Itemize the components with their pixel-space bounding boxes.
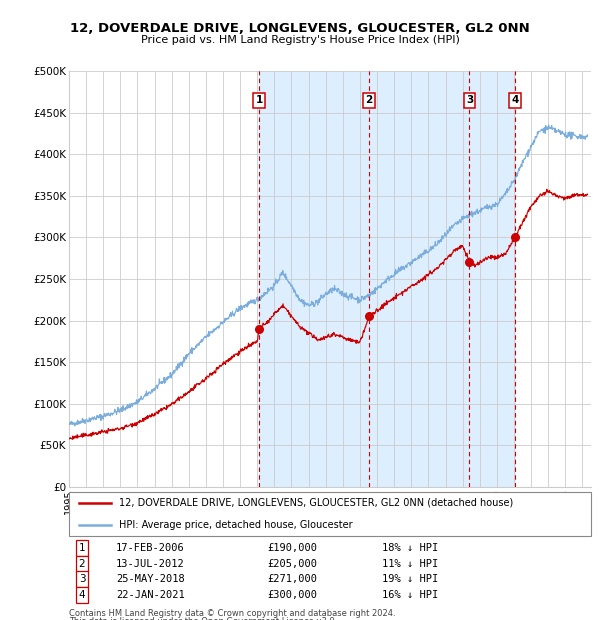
Text: 1: 1	[256, 95, 263, 105]
Text: 12, DOVERDALE DRIVE, LONGLEVENS, GLOUCESTER, GL2 0NN (detached house): 12, DOVERDALE DRIVE, LONGLEVENS, GLOUCES…	[119, 498, 513, 508]
FancyBboxPatch shape	[69, 492, 591, 536]
Text: 17-FEB-2006: 17-FEB-2006	[116, 543, 185, 554]
Bar	[259, 71, 515, 487]
Text: £190,000: £190,000	[268, 543, 317, 554]
Text: 22-JAN-2021: 22-JAN-2021	[116, 590, 185, 600]
Text: Price paid vs. HM Land Registry's House Price Index (HPI): Price paid vs. HM Land Registry's House …	[140, 35, 460, 45]
Text: 11% ↓ HPI: 11% ↓ HPI	[382, 559, 439, 569]
Text: 4: 4	[79, 590, 85, 600]
Text: Contains HM Land Registry data © Crown copyright and database right 2024.: Contains HM Land Registry data © Crown c…	[69, 609, 395, 618]
Text: This data is licensed under the Open Government Licence v3.0.: This data is licensed under the Open Gov…	[69, 617, 337, 620]
Text: 1: 1	[79, 543, 85, 554]
Text: 2: 2	[365, 95, 373, 105]
Text: 13-JUL-2012: 13-JUL-2012	[116, 559, 185, 569]
Text: £300,000: £300,000	[268, 590, 317, 600]
Text: 18% ↓ HPI: 18% ↓ HPI	[382, 543, 439, 554]
Text: 12, DOVERDALE DRIVE, LONGLEVENS, GLOUCESTER, GL2 0NN: 12, DOVERDALE DRIVE, LONGLEVENS, GLOUCES…	[70, 22, 530, 35]
Text: 25-MAY-2018: 25-MAY-2018	[116, 574, 185, 585]
Text: £205,000: £205,000	[268, 559, 317, 569]
Text: 19% ↓ HPI: 19% ↓ HPI	[382, 574, 439, 585]
Text: £271,000: £271,000	[268, 574, 317, 585]
Text: HPI: Average price, detached house, Gloucester: HPI: Average price, detached house, Glou…	[119, 520, 352, 530]
Text: 3: 3	[79, 574, 85, 585]
Text: 3: 3	[466, 95, 473, 105]
Text: 2: 2	[79, 559, 85, 569]
Text: 16% ↓ HPI: 16% ↓ HPI	[382, 590, 439, 600]
Text: 4: 4	[511, 95, 518, 105]
